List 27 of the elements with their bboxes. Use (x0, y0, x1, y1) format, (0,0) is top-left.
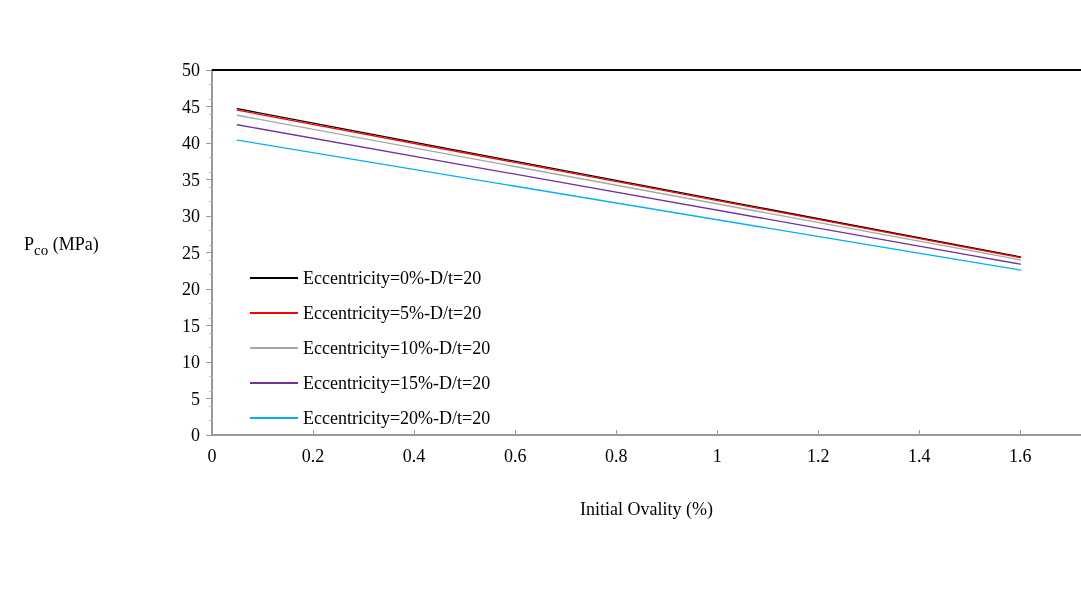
y-tick-label: 0 (191, 425, 200, 445)
y-tick-label: 10 (182, 352, 200, 372)
x-tick-label: 1 (712, 446, 722, 466)
legend-label: Eccentricity=15%-D/t=20 (303, 373, 491, 393)
y-tick-label: 45 (182, 96, 200, 117)
x-axis-title: Initial Ovality (%) (580, 499, 713, 520)
y-tick-label: 5 (191, 388, 200, 409)
y-tick-label: 40 (182, 133, 200, 153)
legend-label: Eccentricity=0%-D/t=20 (303, 268, 482, 288)
x-tick-label: 0.6 (503, 446, 527, 466)
y-tick-label: 35 (182, 169, 200, 190)
x-tick-label: 1.2 (807, 446, 830, 466)
x-tick-label: 0.4 (402, 446, 426, 466)
y-tick-label: 15 (182, 315, 200, 336)
y-tick-label: 50 (182, 60, 200, 80)
y-tick-label: 25 (182, 242, 200, 263)
x-tick-label: 1.4 (908, 446, 931, 466)
x-tick-label: 0.2 (301, 446, 325, 466)
y-tick-label: 30 (182, 206, 200, 226)
x-tick-label: 0.8 (604, 446, 628, 466)
x-tick-label: 1.6 (1009, 446, 1032, 466)
legend-label: Eccentricity=10%-D/t=20 (303, 338, 491, 358)
y-tick-label: 20 (182, 279, 200, 299)
y-axis-title: P$_{co}$ (MPa) (24, 234, 99, 259)
legend-label: Eccentricity=5%-D/t=20 (303, 303, 482, 323)
x-tick-label: 0 (207, 446, 217, 466)
legend-label: Eccentricity=20%-D/t=20 (303, 408, 491, 428)
